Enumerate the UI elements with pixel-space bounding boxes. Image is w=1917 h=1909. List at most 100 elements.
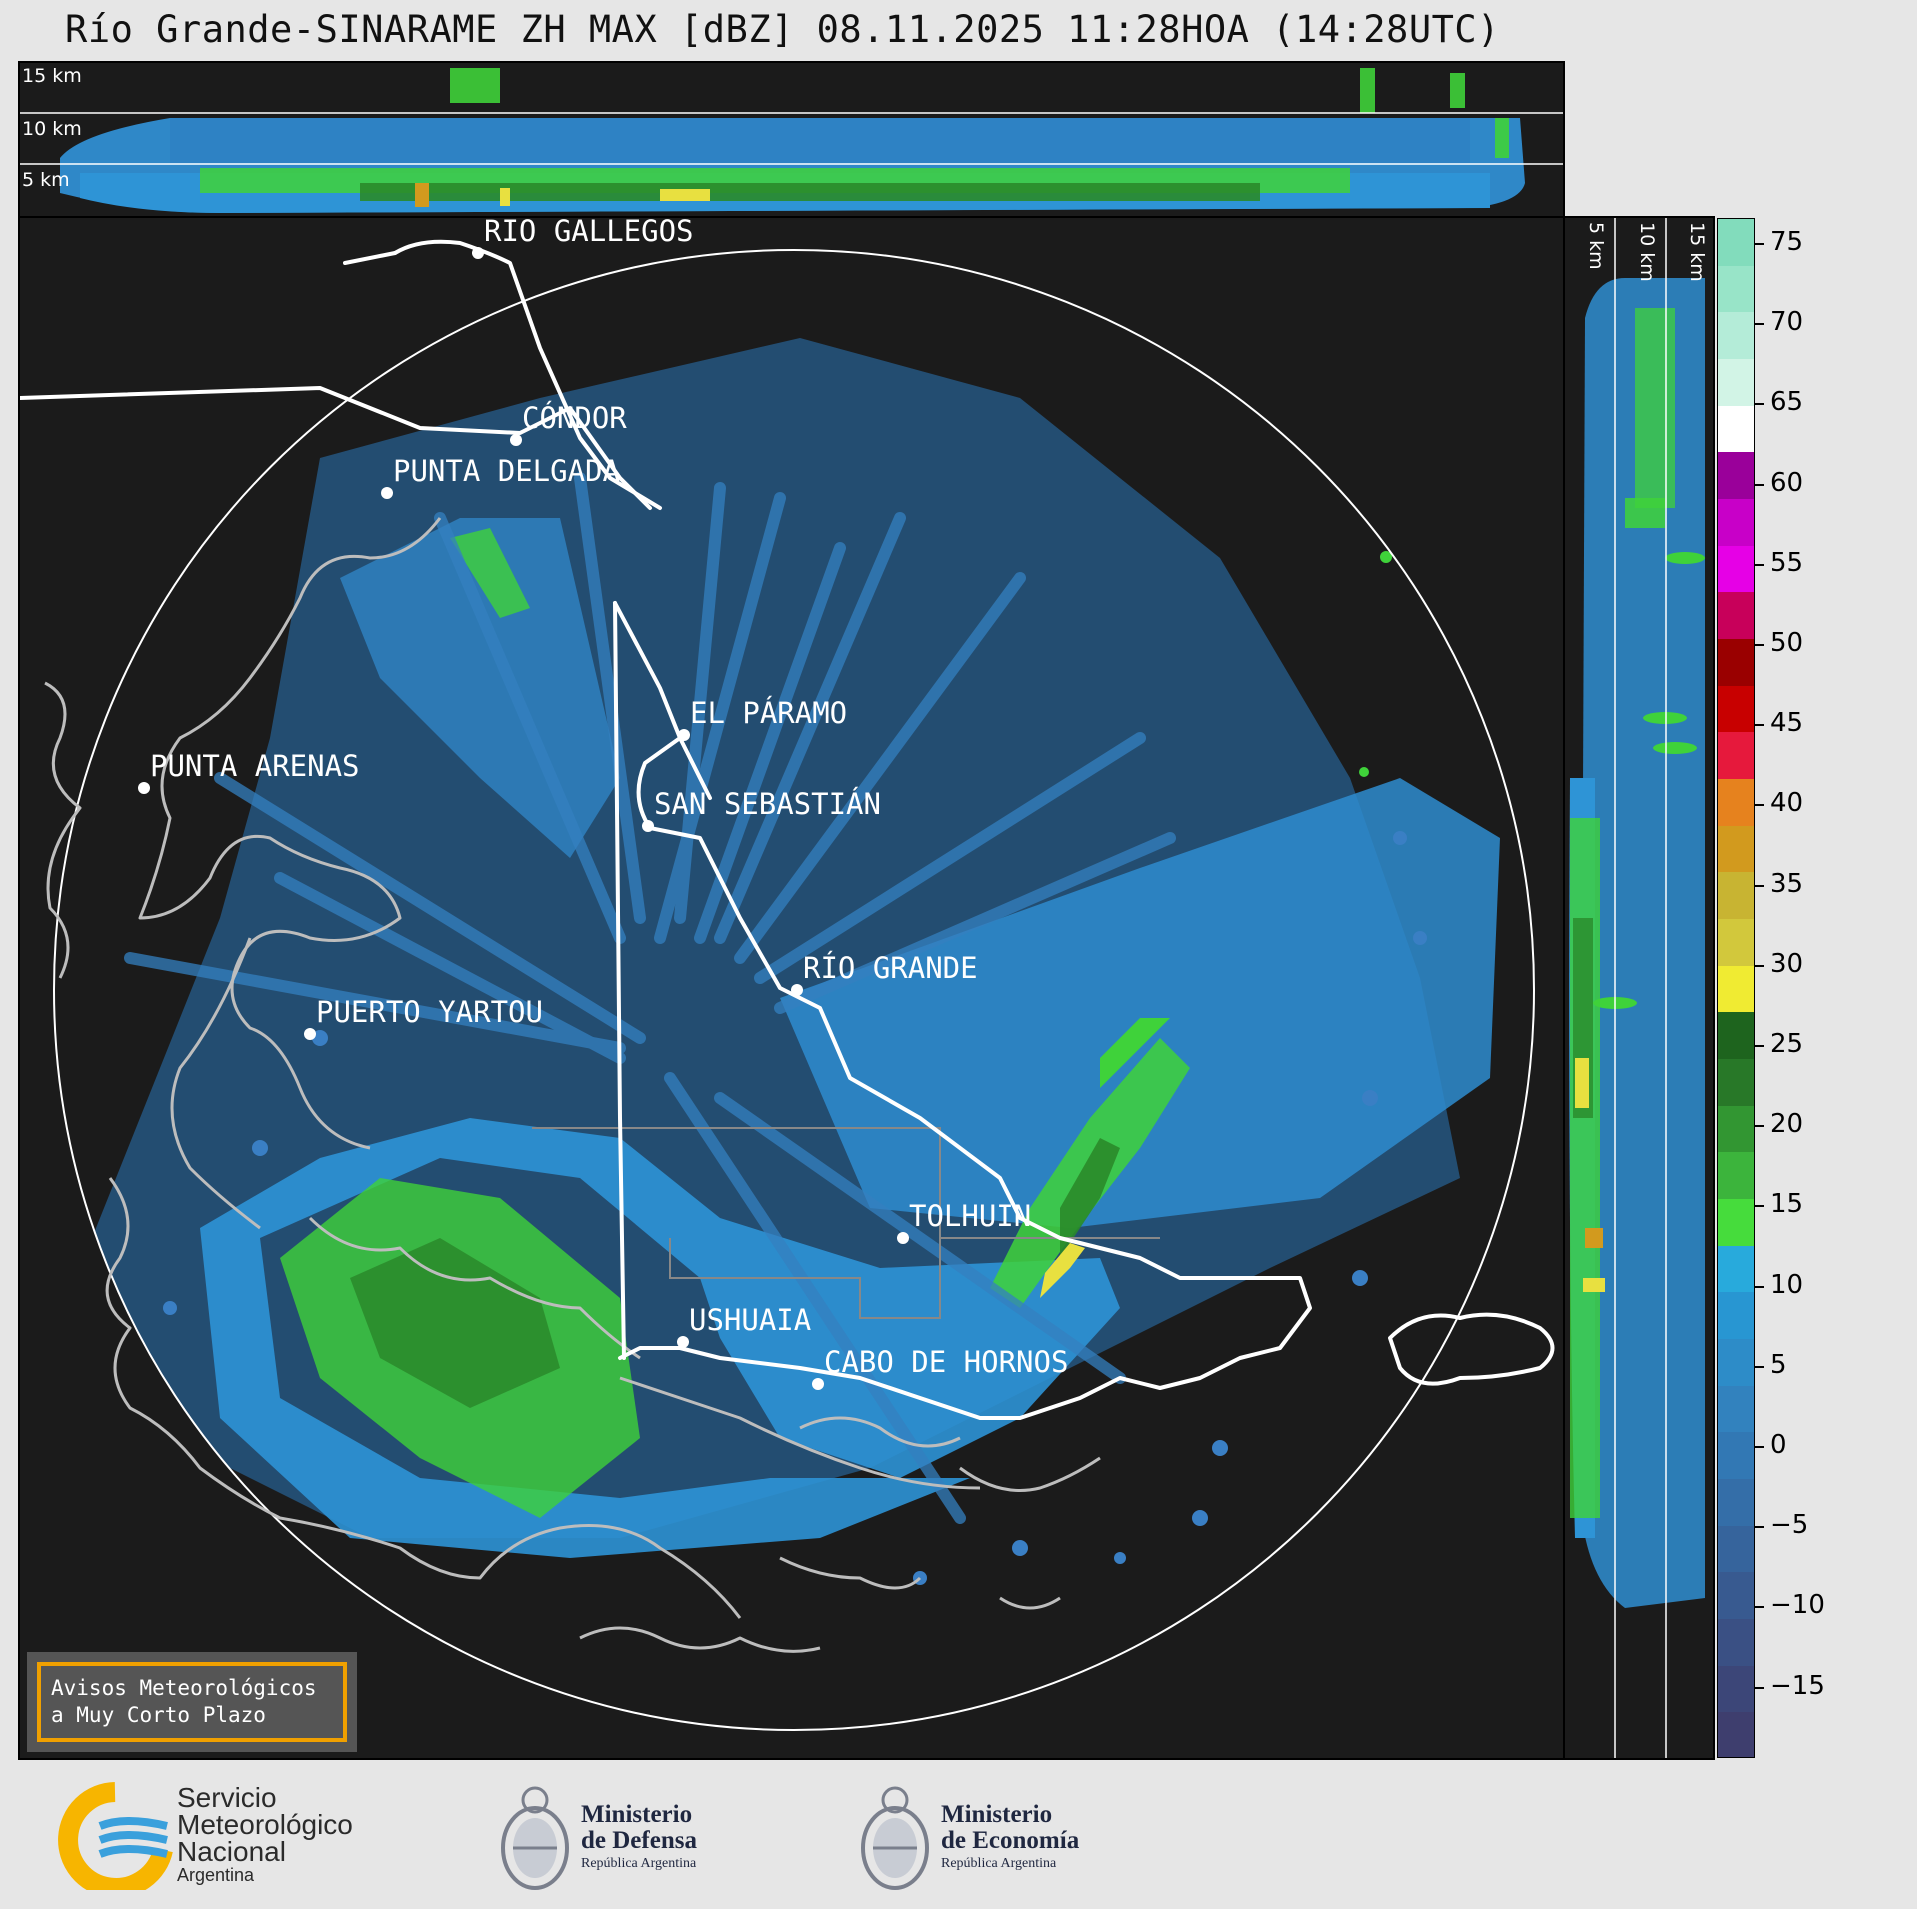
marker-puerto-yartou [304,1028,316,1040]
colorbar-tick-label: 45 [1770,708,1804,739]
colorbar-segment [1718,919,1754,967]
colorbar-tick-label: −10 [1770,1590,1825,1621]
chart-title: Río Grande-SINARAME ZH MAX [dBZ] 08.11.2… [65,8,1500,51]
colorbar-tick-mark [1755,483,1764,486]
colorbar-tick-mark [1755,1285,1764,1288]
defensa-line-2: de Defensa [581,1827,697,1854]
defensa-line-3: República Argentina [581,1856,697,1871]
marker-tolhuin [897,1232,909,1244]
colorbar-tick-mark [1755,1045,1764,1047]
colorbar-segment [1718,1525,1754,1574]
colorbar-tick-label: 20 [1770,1109,1804,1140]
marker-el-paramo [678,729,690,741]
colorbar-segment [1718,1199,1754,1247]
colorbar-segment [1718,1432,1754,1480]
colorbar-tick-label: 5 [1770,1349,1787,1380]
colorbar-segment [1718,1012,1754,1060]
ministerio-economia-logo[interactable]: Ministerio de Economía República Argenti… [855,1780,1115,1900]
smn-line-4: Argentina [177,1865,255,1885]
colorbar-tick-mark [1755,403,1764,406]
smn-line-1: Servicio [177,1782,277,1813]
radar-map[interactable]: RÍO GALLEGOS CÓNDOR PUNTA DELGADA EL PÁR… [18,216,1565,1760]
colorbar-tick-label: 75 [1770,227,1804,257]
colorbar-segment [1718,312,1754,360]
colorbar-tick-mark [1755,1686,1764,1689]
colorbar-tick-mark [1755,243,1764,245]
colorbar-tick-mark [1755,964,1764,967]
economia-line-3: República Argentina [941,1856,1057,1871]
alert-box[interactable]: Avisos Meteorológicos a Muy Corto Plazo [27,1652,357,1752]
colorbar-segment [1718,1385,1754,1434]
colorbar-tick-mark [1755,323,1764,326]
marker-rio-grande [791,984,803,996]
city-label-san-sebastian: SAN SEBASTIÁN [654,787,881,821]
colorbar-segment [1718,639,1754,687]
colorbar-segment [1718,405,1754,454]
colorbar-tick-label: 10 [1770,1269,1804,1300]
city-label-punta-arenas: PUNTA ARENAS [150,749,360,783]
city-label-ushuaia: USHUAIA [689,1303,812,1337]
radar-map-canvas [20,239,1555,1731]
alert-box-frame: Avisos Meteorológicos a Muy Corto Plazo [37,1662,347,1742]
economia-line-1: Ministerio [941,1801,1053,1828]
colorbar-tick-label: 50 [1770,628,1804,658]
colorbar-tick-mark [1755,804,1764,807]
altitude-label-5km: 5 km [22,169,70,191]
colorbar-tick-mark [1755,1205,1764,1208]
colorbar-tick-mark [1755,884,1764,887]
colorbar-segment [1718,1665,1754,1714]
colorbar-segment [1718,779,1754,827]
argentina-coat-of-arms-icon [861,1786,929,1890]
city-label-el-paramo: EL PÁRAMO [690,696,848,730]
colorbar-segment [1718,872,1754,920]
colorbar-tick-label: 55 [1770,547,1804,578]
colorbar-segment [1718,1292,1754,1340]
colorbar-tick-mark [1755,1125,1764,1128]
marker-condor [510,434,522,446]
smn-emblem-icon [58,1782,173,1890]
marker-punta-arenas [138,782,150,794]
economia-line-2: de Economía [941,1827,1080,1854]
colorbar-tick-label: 40 [1770,788,1804,819]
colorbar-tick-mark [1755,1526,1764,1529]
side-cross-section: 5 km 10 km 15 km [1563,216,1715,1760]
colorbar-segment [1718,1152,1754,1200]
colorbar-segment [1718,1712,1754,1757]
side-altitude-label-15km: 15 km [1686,222,1708,282]
colorbar-tick-label: 15 [1770,1189,1804,1220]
altitude-label-10km: 10 km [22,118,82,140]
colorbar-tick-label: 70 [1770,307,1804,338]
colorbar [1717,218,1755,1758]
city-label-tolhuin: TOLHUIN [909,1199,1032,1233]
colorbar-tick-mark [1755,1446,1764,1448]
colorbar-segment [1718,825,1754,874]
colorbar-segment [1718,1339,1754,1387]
colorbar-tick-label: 65 [1770,387,1804,418]
defensa-line-1: Ministerio [581,1801,693,1828]
marker-ushuaia [677,1336,689,1348]
city-label-puerto-yartou: PUERTO YARTOU [316,995,543,1029]
colorbar-segment [1718,1479,1754,1527]
city-label-rio-gallegos: RÍO GALLEGOS [484,216,694,248]
colorbar-tick-mark [1755,563,1764,566]
marker-punta-delgada [381,487,393,499]
city-label-punta-delgada: PUNTA DELGADA [393,454,620,488]
side-altitude-label-5km: 5 km [1585,222,1607,270]
ministerio-defensa-logo[interactable]: Ministerio de Defensa República Argentin… [495,1780,745,1900]
top-cross-section: 15 km 10 km 5 km [18,61,1565,218]
smn-logo[interactable]: Servicio Meteorológico Nacional Argentin… [55,1780,385,1890]
colorbar-segment [1718,1619,1754,1667]
alert-line-1: Avisos Meteorológicos [51,1676,317,1700]
colorbar-segment [1718,965,1754,1014]
colorbar-tick-label: 30 [1770,948,1804,979]
marker-rio-gallegos [472,247,484,259]
smn-line-2: Meteorológico [177,1809,353,1840]
colorbar-tick-label: 60 [1770,467,1804,498]
colorbar-tick-label: 25 [1770,1029,1804,1059]
colorbar-tick-label: −5 [1770,1510,1809,1541]
colorbar-segment [1718,1105,1754,1154]
colorbar-segment [1718,1245,1754,1294]
colorbar-tick-mark [1755,1606,1764,1609]
colorbar-segment [1718,499,1754,547]
colorbar-tick-label: 0 [1770,1430,1787,1460]
